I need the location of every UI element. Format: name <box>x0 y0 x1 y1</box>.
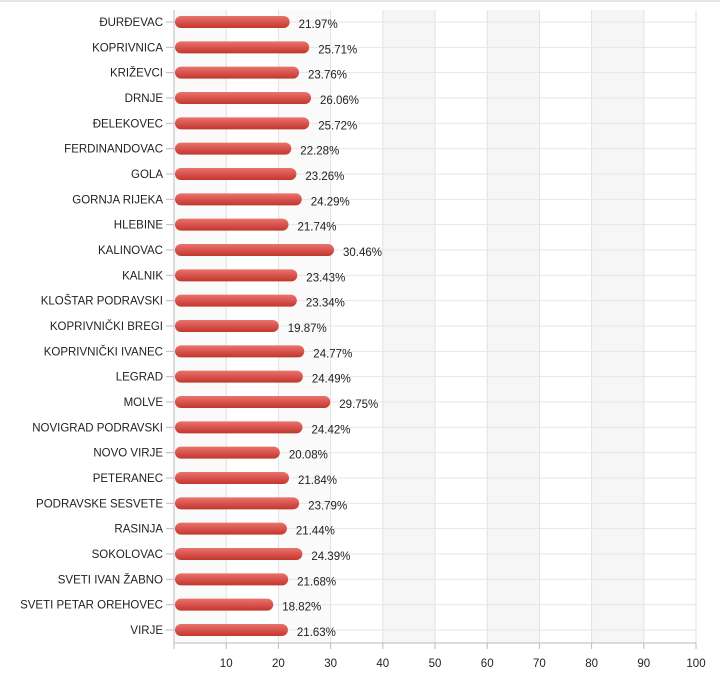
category-label: LEGRAD <box>116 372 163 384</box>
value-label: 18.82% <box>282 602 321 614</box>
bar <box>175 41 310 54</box>
value-label: 21.68% <box>297 576 336 588</box>
value-label: 24.49% <box>312 374 351 386</box>
bar <box>175 370 303 383</box>
value-label: 23.34% <box>306 298 345 310</box>
category-label: MOLVE <box>124 397 164 409</box>
bar <box>175 168 297 180</box>
bar <box>175 421 303 434</box>
value-label: 24.42% <box>311 424 350 436</box>
value-label: 19.87% <box>288 323 327 335</box>
bar <box>175 446 280 459</box>
value-label: 25.72% <box>318 120 357 132</box>
category-label: NOVIGRAD PODRAVSKI <box>32 422 163 434</box>
bar <box>175 16 290 28</box>
category-label: SVETI IVAN ŽABNO <box>58 573 163 586</box>
x-tick-label: 90 <box>637 658 650 670</box>
category-label: SVETI PETAR OREHOVEC <box>20 600 163 612</box>
value-label: 24.77% <box>313 348 352 360</box>
bar <box>175 497 300 510</box>
x-tick-label: 50 <box>429 658 442 670</box>
bar <box>175 294 297 307</box>
x-tick-label: 80 <box>585 658 598 670</box>
bar <box>175 193 302 206</box>
x-tick-label: 40 <box>376 658 389 670</box>
x-tick-label: 10 <box>220 658 233 670</box>
category-label: GORNJA RIJEKA <box>72 194 163 206</box>
value-label: 24.39% <box>311 551 350 563</box>
x-tick-label: 30 <box>324 658 337 670</box>
x-tick-label: 100 <box>686 658 705 670</box>
category-label: KRIŽEVCI <box>110 67 163 80</box>
value-label: 23.76% <box>308 70 347 82</box>
category-label: RASINJA <box>114 524 163 536</box>
category-label: VIRJE <box>130 625 163 637</box>
bar <box>175 117 310 130</box>
value-label: 23.79% <box>308 500 347 512</box>
bar <box>175 142 292 155</box>
category-label: SOKOLOVAC <box>92 549 163 561</box>
category-label: PODRAVSKE SESVETE <box>36 498 163 510</box>
category-label: KALNIK <box>122 270 163 282</box>
value-label: 29.75% <box>339 399 378 411</box>
bar <box>175 92 312 104</box>
category-label: KOPRIVNIČKI IVANEC <box>44 345 163 358</box>
value-label: 30.46% <box>343 247 382 259</box>
value-label: 21.44% <box>296 526 335 538</box>
bar <box>175 345 305 358</box>
bar <box>175 573 289 586</box>
value-label: 21.63% <box>297 627 336 639</box>
value-label: 24.29% <box>311 196 350 208</box>
bar <box>175 472 290 484</box>
category-label: KOPRIVNIČKI BREGI <box>50 320 163 333</box>
category-label: ĐELEKOVEC <box>93 118 163 130</box>
category-label: PETERANEC <box>93 473 163 485</box>
bar <box>175 320 279 332</box>
value-label: 25.71% <box>318 44 357 56</box>
x-tick-label: 70 <box>533 658 546 670</box>
category-label: KOPRIVNICA <box>92 42 163 54</box>
bar <box>175 548 303 560</box>
x-tick-label: 20 <box>272 658 285 670</box>
x-tick-label: 60 <box>481 658 494 670</box>
bar <box>175 624 288 636</box>
value-label: 21.97% <box>299 19 338 31</box>
value-label: 21.84% <box>298 475 337 487</box>
value-label: 21.74% <box>297 222 336 234</box>
value-label: 23.43% <box>306 272 345 284</box>
category-label: KALINOVAC <box>98 245 163 257</box>
bar <box>175 218 289 231</box>
category-label: HLEBINE <box>114 220 164 232</box>
value-label: 22.28% <box>300 146 339 158</box>
category-label: ĐURĐEVAC <box>99 17 163 29</box>
category-label: NOVO VIRJE <box>93 448 163 460</box>
bar <box>175 396 331 408</box>
category-label: FERDINANDOVAC <box>64 144 163 156</box>
value-label: 23.26% <box>305 171 344 183</box>
bar <box>175 522 287 535</box>
bar <box>175 269 298 282</box>
bar <box>175 244 335 256</box>
bar <box>175 598 274 611</box>
category-label: KLOŠTAR PODRAVSKI <box>41 295 163 308</box>
category-label: DRNJE <box>125 93 164 105</box>
value-label: 26.06% <box>320 95 359 107</box>
bar <box>175 66 300 79</box>
category-label: GOLA <box>131 169 163 181</box>
value-label: 20.08% <box>289 450 328 462</box>
